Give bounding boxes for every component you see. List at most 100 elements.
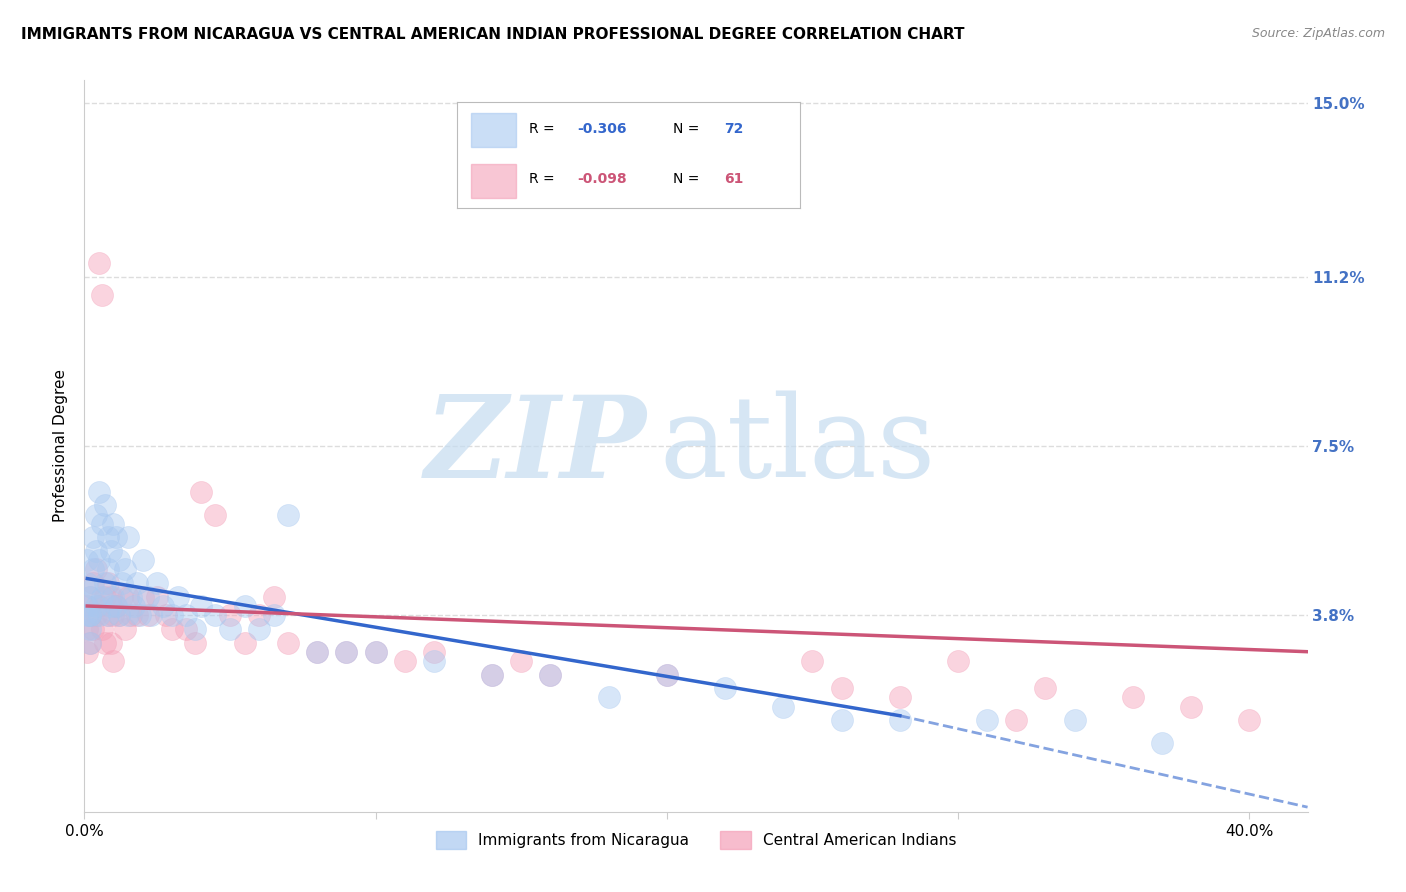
Point [84, 544, 107, 558]
Point [831, 714, 853, 728]
Point [111, 590, 134, 604]
Point [87, 484, 110, 499]
Point [277, 508, 299, 522]
Point [174, 608, 197, 623]
Point [79, 635, 101, 649]
Point [128, 608, 150, 623]
Point [976, 714, 998, 728]
Point [93, 576, 115, 591]
Point [114, 562, 136, 576]
Point [335, 645, 357, 659]
Point [1150, 736, 1173, 750]
Point [82, 576, 104, 591]
Point [889, 690, 911, 705]
Point [100, 590, 122, 604]
Point [114, 622, 136, 636]
Point [108, 608, 131, 623]
Point [120, 590, 142, 604]
Legend: Immigrants from Nicaragua, Central American Indians: Immigrants from Nicaragua, Central Ameri… [430, 824, 962, 855]
Y-axis label: Professional Degree: Professional Degree [53, 369, 69, 523]
Point [233, 599, 256, 613]
Point [82, 530, 104, 544]
Point [100, 599, 122, 613]
Text: Source: ZipAtlas.com: Source: ZipAtlas.com [1251, 27, 1385, 40]
Point [105, 599, 128, 613]
Point [79, 635, 101, 649]
Point [204, 508, 226, 522]
Point [1035, 681, 1057, 696]
Point [97, 562, 120, 576]
Point [655, 667, 678, 681]
Point [247, 622, 270, 636]
Point [1122, 690, 1144, 705]
Point [598, 690, 620, 705]
Point [105, 599, 128, 613]
Point [79, 622, 101, 636]
Point [801, 654, 824, 668]
Point [103, 608, 125, 623]
Point [307, 645, 329, 659]
Point [125, 608, 148, 623]
Point [82, 622, 104, 636]
Point [423, 645, 446, 659]
Point [204, 608, 226, 623]
Point [76, 608, 98, 623]
Point [219, 608, 242, 623]
Point [152, 599, 174, 613]
Point [714, 681, 737, 696]
Point [105, 530, 128, 544]
Point [97, 608, 120, 623]
Point [160, 608, 183, 623]
Text: IMMIGRANTS FROM NICARAGUA VS CENTRAL AMERICAN INDIAN PROFESSIONAL DEGREE CORRELA: IMMIGRANTS FROM NICARAGUA VS CENTRAL AME… [21, 27, 965, 42]
Point [1005, 714, 1028, 728]
Point [364, 645, 387, 659]
Point [84, 562, 107, 576]
Point [79, 590, 101, 604]
Point [87, 608, 110, 623]
Point [146, 576, 169, 591]
Point [394, 654, 416, 668]
Point [93, 590, 115, 604]
Point [90, 288, 112, 302]
Point [1063, 714, 1085, 728]
Point [1180, 699, 1202, 714]
Point [82, 581, 104, 595]
Point [76, 645, 98, 659]
Point [90, 590, 112, 604]
Point [831, 681, 853, 696]
Point [100, 544, 122, 558]
Point [108, 553, 131, 567]
Point [103, 516, 125, 531]
Point [233, 635, 256, 649]
Point [103, 654, 125, 668]
Point [538, 667, 561, 681]
Text: atlas: atlas [659, 391, 935, 501]
Point [97, 608, 120, 623]
Point [307, 645, 329, 659]
Point [93, 499, 115, 513]
Point [538, 667, 561, 681]
Point [423, 654, 446, 668]
Point [120, 608, 142, 623]
Point [190, 484, 212, 499]
Point [90, 516, 112, 531]
Point [138, 608, 160, 623]
Point [122, 599, 145, 613]
Point [481, 667, 503, 681]
Point [184, 622, 207, 636]
Point [263, 608, 285, 623]
Point [166, 590, 188, 604]
Point [87, 256, 110, 270]
Point [1239, 714, 1261, 728]
Point [277, 635, 299, 649]
Point [364, 645, 387, 659]
Point [117, 530, 139, 544]
Point [82, 562, 104, 576]
Point [100, 635, 122, 649]
Point [155, 608, 177, 623]
Point [79, 608, 101, 623]
Point [125, 576, 148, 591]
Point [87, 599, 110, 613]
Text: ZIP: ZIP [425, 391, 647, 501]
Point [76, 553, 98, 567]
